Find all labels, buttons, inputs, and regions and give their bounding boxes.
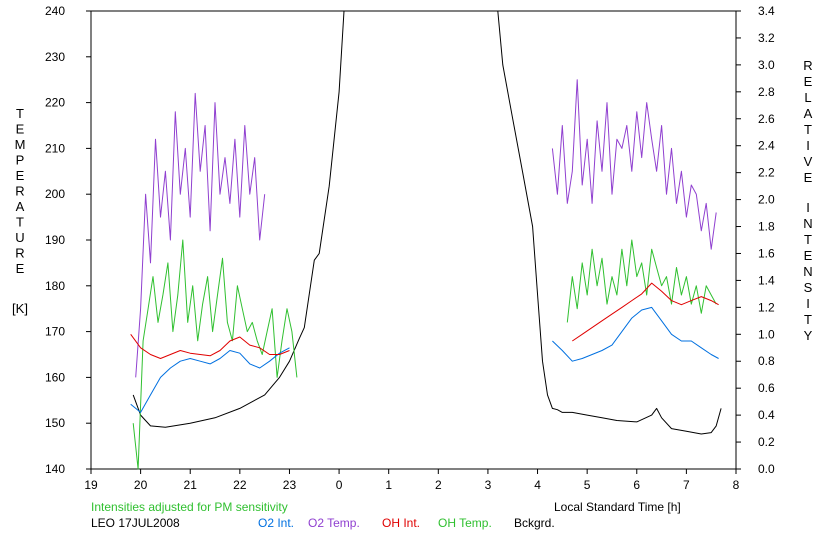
x-tick-label: 22 [233,478,247,492]
x-tick-label: 8 [733,478,740,492]
y2-tick-label: 1.6 [758,246,775,260]
y-label-char: R [15,246,24,261]
x-tick-label: 4 [534,478,541,492]
y-tick-label: 240 [45,4,65,18]
y2-tick-label: 2.6 [758,112,775,126]
y-tick-label: 210 [45,141,65,155]
y2-label-char: T [804,232,812,247]
y2-tick-label: 3.4 [758,4,775,18]
y2-label-char: S [804,280,813,295]
series-line-oh-int [572,282,719,342]
x-tick-label: 2 [435,478,442,492]
y2-tick-label: 1.0 [758,327,775,341]
x-tick-label: 23 [283,478,297,492]
y-label-char: R [15,184,24,199]
y-tick-label: 230 [45,50,65,64]
y2-tick-label: 0.0 [758,462,775,476]
y-label-char: E [16,122,25,137]
series-line-bckgrd [132,10,722,435]
x-tick-label: 21 [184,478,198,492]
x-tick-label: 7 [683,478,690,492]
y2-tick-label: 0.6 [758,381,775,395]
series-layer [130,10,722,470]
x-tick-label: 1 [385,478,392,492]
y2-label-char: N [803,216,812,231]
y-label-char: T [16,215,24,230]
series-line-oh-temp [132,239,298,470]
x-tick-label: 20 [134,478,148,492]
y2-label-char: E [804,248,813,263]
y-label-char: T [16,106,24,121]
legend-o2-temp: O2 Temp. [308,516,360,530]
y2-label-char: T [804,122,812,137]
x-tick-label: 6 [633,478,640,492]
y-label-unit: [K] [12,301,28,316]
series-line-o2-temp [135,92,266,378]
y2-tick-label: 0.8 [758,354,775,368]
y2-label-char: N [803,264,812,279]
x-axis-label: Local Standard Time [h] [554,500,681,514]
y2-tick-label: 1.8 [758,220,775,234]
y-tick-label: 170 [45,325,65,339]
y-label-char: U [15,230,24,245]
y2-label-char: R [803,58,812,73]
y2-tick-label: 1.4 [758,273,775,287]
x-tick-label: 5 [584,478,591,492]
y-tick-label: 200 [45,187,65,201]
y2-label-char: V [804,154,813,169]
ticks-layer: 19 20 21 22 23 0 1 2 3 4 5 6 7 8140150160170180190200… [45,4,775,492]
y2-tick-label: 1.2 [758,300,775,314]
x-tick-label: 19 [84,478,98,492]
y2-tick-label: 3.0 [758,58,775,72]
y-tick-label: 160 [45,370,65,384]
y2-label-char: Y [804,328,813,343]
series-line-o2-temp [551,79,717,250]
y-tick-label: 140 [45,462,65,476]
adjustment-note: Intensities adjusted for PM sensitivity [91,500,288,514]
x-tick-label: 0 [336,478,343,492]
series-line-oh-temp [566,239,717,323]
y2-tick-label: 2.4 [758,139,775,153]
series-line-o2-int [552,306,719,362]
y-label-char: E [16,168,25,183]
legend-o2-int: O2 Int. [258,516,295,530]
y2-tick-label: 2.2 [758,166,775,180]
plot-frame [90,10,737,470]
station-label: LEO 17JUL2008 [91,516,180,530]
y-tick-label: 190 [45,233,65,247]
y2-label-char: L [804,90,811,105]
y2-label-char: I [806,138,810,153]
y-label-char: P [16,153,25,168]
y-label-char: A [16,199,25,214]
series-line-oh-int [130,334,290,359]
y-label-char: M [15,137,26,152]
y2-label-char: A [804,106,813,121]
legend-bckgrd: Bckgrd. [514,516,555,530]
y2-tick-label: 0.4 [758,408,775,422]
y-tick-label: 220 [45,96,65,110]
y-tick-label: 180 [45,279,65,293]
y-label-char: E [16,261,25,276]
y2-tick-label: 2.8 [758,85,775,99]
y2-label-char: I [806,200,810,215]
y2-tick-label: 2.0 [758,193,775,207]
y2-label-char: I [806,296,810,311]
legend-oh-int: OH Int. [382,516,421,530]
legend-oh-temp: OH Temp. [438,516,492,530]
y2-label-char: E [804,170,813,185]
y2-tick-label: 3.2 [758,31,775,45]
series-line-o2-int [130,347,290,413]
y2-tick-label: 0.2 [758,435,775,449]
y2-label-char: E [804,74,813,89]
x-tick-label: 3 [485,478,492,492]
y-tick-label: 150 [45,416,65,430]
y2-label-char: T [804,312,812,327]
